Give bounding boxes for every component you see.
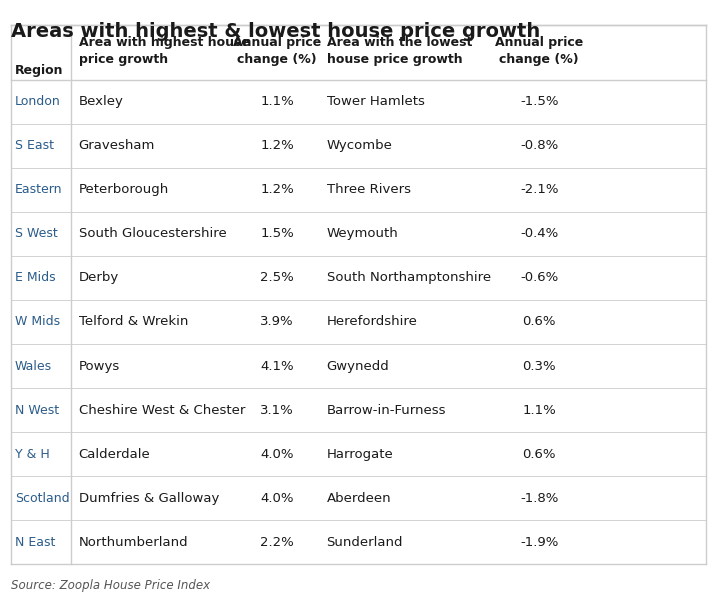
Text: Annual price
change (%): Annual price change (%)	[495, 36, 584, 65]
Text: 4.0%: 4.0%	[260, 448, 294, 461]
Text: -1.9%: -1.9%	[520, 536, 559, 549]
Text: Areas with highest & lowest house price growth: Areas with highest & lowest house price …	[11, 22, 541, 41]
Text: 1.2%: 1.2%	[260, 139, 294, 152]
Text: Source: Zoopla House Price Index: Source: Zoopla House Price Index	[11, 580, 210, 592]
Text: Wycombe: Wycombe	[327, 139, 392, 152]
Text: 2.2%: 2.2%	[260, 536, 294, 549]
Text: -0.8%: -0.8%	[520, 139, 559, 152]
Text: Area with highest house
price growth: Area with highest house price growth	[79, 36, 250, 65]
Text: Powys: Powys	[79, 360, 120, 373]
Text: 1.1%: 1.1%	[260, 95, 294, 108]
Text: -1.5%: -1.5%	[520, 95, 559, 108]
Text: Cheshire West & Chester: Cheshire West & Chester	[79, 404, 245, 417]
Text: S East: S East	[15, 139, 54, 152]
Text: Annual price
change (%): Annual price change (%)	[233, 36, 321, 65]
Text: N East: N East	[15, 536, 55, 549]
Text: W Mids: W Mids	[15, 316, 60, 329]
Text: South Gloucestershire: South Gloucestershire	[79, 228, 227, 241]
Text: Scotland: Scotland	[15, 492, 70, 505]
Text: S West: S West	[15, 228, 57, 241]
Text: Aberdeen: Aberdeen	[327, 492, 391, 505]
Text: 1.1%: 1.1%	[523, 404, 556, 417]
Text: 4.1%: 4.1%	[260, 360, 294, 373]
Text: 0.6%: 0.6%	[523, 448, 556, 461]
Text: Eastern: Eastern	[15, 184, 62, 196]
Text: 2.5%: 2.5%	[260, 272, 294, 285]
Text: Barrow-in-Furness: Barrow-in-Furness	[327, 404, 446, 417]
Text: -2.1%: -2.1%	[520, 184, 559, 196]
Text: Gravesham: Gravesham	[79, 139, 155, 152]
Text: Sunderland: Sunderland	[327, 536, 403, 549]
Text: 1.2%: 1.2%	[260, 184, 294, 196]
Text: Northumberland: Northumberland	[79, 536, 188, 549]
Text: 3.9%: 3.9%	[260, 316, 294, 329]
Text: Herefordshire: Herefordshire	[327, 316, 417, 329]
Text: -0.4%: -0.4%	[520, 228, 559, 241]
Text: South Northamptonshire: South Northamptonshire	[327, 272, 490, 285]
Text: -1.8%: -1.8%	[520, 492, 559, 505]
Text: Telford & Wrekin: Telford & Wrekin	[79, 316, 188, 329]
Text: Bexley: Bexley	[79, 95, 123, 108]
Text: Dumfries & Galloway: Dumfries & Galloway	[79, 492, 219, 505]
Text: Calderdale: Calderdale	[79, 448, 151, 461]
Text: N West: N West	[15, 404, 59, 417]
Text: Peterborough: Peterborough	[79, 184, 168, 196]
Text: E Mids: E Mids	[15, 272, 55, 285]
Text: Tower Hamlets: Tower Hamlets	[327, 95, 424, 108]
Text: Y & H: Y & H	[15, 448, 49, 461]
Text: London: London	[15, 95, 60, 108]
Text: Harrogate: Harrogate	[327, 448, 394, 461]
Text: Wales: Wales	[15, 360, 52, 373]
Text: 1.5%: 1.5%	[260, 228, 294, 241]
Text: 0.6%: 0.6%	[523, 316, 556, 329]
Text: Area with the lowest
house price growth: Area with the lowest house price growth	[327, 36, 472, 65]
Text: Three Rivers: Three Rivers	[327, 184, 411, 196]
Text: Region: Region	[15, 64, 63, 76]
Text: Weymouth: Weymouth	[327, 228, 399, 241]
Text: 0.3%: 0.3%	[523, 360, 556, 373]
Text: 3.1%: 3.1%	[260, 404, 294, 417]
Text: Derby: Derby	[79, 272, 119, 285]
Text: 4.0%: 4.0%	[260, 492, 294, 505]
Text: Gwynedd: Gwynedd	[327, 360, 389, 373]
Text: -0.6%: -0.6%	[520, 272, 559, 285]
